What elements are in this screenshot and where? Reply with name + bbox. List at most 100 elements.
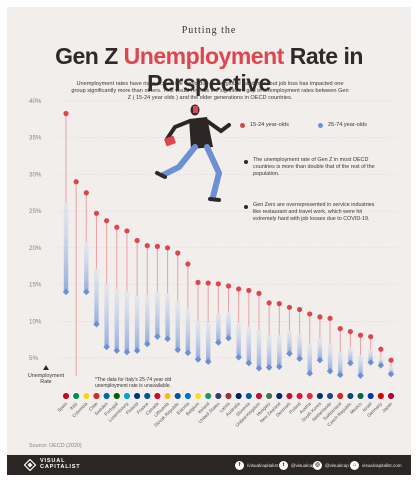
twitter-handle: @visualcap bbox=[291, 462, 315, 468]
bullet-icon bbox=[244, 160, 248, 164]
youth-data-point bbox=[164, 245, 171, 251]
older-data-point bbox=[367, 359, 374, 366]
older-data-point bbox=[215, 339, 222, 346]
website-handle: visualcapitalist.com bbox=[362, 462, 402, 468]
older-data-point bbox=[93, 320, 100, 328]
country-label: Israel bbox=[361, 401, 372, 412]
youth-data-point bbox=[154, 243, 161, 249]
older-stem bbox=[195, 320, 201, 360]
y-tick-label: 10% bbox=[29, 318, 42, 325]
brand-line-1: VISUAL bbox=[40, 458, 66, 464]
youth-data-point bbox=[327, 315, 333, 321]
older-data-point bbox=[62, 288, 70, 296]
older-stem bbox=[236, 323, 241, 358]
older-stem bbox=[84, 242, 89, 292]
older-data-point bbox=[286, 350, 293, 357]
youth-data-point bbox=[256, 290, 262, 296]
older-stem bbox=[317, 338, 323, 361]
older-stem bbox=[155, 291, 160, 337]
dumbbell-chart: 5%10%15%20%25%30%35%40% Spain ItalyColomb… bbox=[29, 98, 397, 428]
youth-data-point bbox=[114, 224, 120, 230]
youth-data-point bbox=[205, 280, 211, 286]
youth-data-point bbox=[276, 301, 282, 307]
y-tick-label: 40% bbox=[29, 98, 42, 105]
older-stem bbox=[307, 343, 312, 374]
older-data-point bbox=[336, 371, 344, 379]
instagram-icon: ◎ bbox=[313, 460, 322, 470]
twitter-icon: t bbox=[279, 460, 288, 470]
brand-line-2: CAPITALIST bbox=[40, 464, 81, 471]
axis-marker-icon bbox=[43, 365, 49, 370]
country-flag-icon bbox=[336, 392, 344, 400]
instagram-handle: @visualcap bbox=[325, 462, 349, 468]
country-flag-icon bbox=[245, 392, 253, 400]
social-website[interactable]: ⌂ visualcapitalist.com bbox=[350, 460, 402, 470]
note-1: The unemployment rate of Gen Z in most O… bbox=[253, 157, 375, 177]
country-flag-icon bbox=[366, 392, 375, 400]
older-data-point bbox=[184, 349, 192, 357]
older-stem bbox=[368, 349, 373, 363]
title-part-2: Rate in Perspective bbox=[147, 43, 363, 96]
country-flag-icon bbox=[102, 392, 111, 400]
older-data-point bbox=[113, 347, 121, 354]
country-flag-icon bbox=[194, 392, 202, 400]
youth-data-point bbox=[388, 357, 394, 363]
older-data-point bbox=[194, 356, 202, 363]
intro-text: Unemployment rates have risen across the… bbox=[71, 81, 349, 102]
older-stem bbox=[216, 313, 221, 343]
older-data-point bbox=[296, 355, 303, 362]
country-label: Japan bbox=[381, 401, 394, 414]
older-data-point bbox=[347, 359, 354, 367]
social-twitter[interactable]: t @visualcap bbox=[279, 460, 315, 470]
youth-data-point bbox=[134, 237, 140, 244]
infographic-poster: Putting the Gen Z Unemployment Rate in P… bbox=[7, 7, 411, 475]
legend-youth-label: 15-24 year-olds bbox=[250, 122, 289, 128]
country-flag-icon bbox=[306, 392, 314, 400]
brand-name: VISUAL CAPITALIST bbox=[40, 458, 81, 471]
country-flag-icon bbox=[377, 392, 385, 400]
older-stem bbox=[104, 283, 109, 347]
footnote: *The data for Italy's 25-74 year old une… bbox=[95, 377, 172, 389]
title-prefix: Putting the bbox=[181, 25, 237, 36]
older-data-point bbox=[225, 334, 232, 342]
source-note: Source: OECD (2020) bbox=[29, 443, 82, 449]
older-stem bbox=[134, 295, 140, 351]
older-stem bbox=[338, 351, 343, 375]
older-stem bbox=[175, 301, 180, 350]
older-data-point bbox=[143, 340, 151, 348]
older-data-point bbox=[357, 372, 364, 379]
y-tick-label: 35% bbox=[29, 135, 42, 142]
older-data-point bbox=[164, 335, 171, 343]
country-flag-icon bbox=[143, 392, 151, 400]
youth-data-point bbox=[296, 306, 303, 313]
older-data-point bbox=[265, 364, 273, 371]
older-data-point bbox=[133, 347, 141, 354]
y-axis-label: Unemployment Rate bbox=[27, 373, 65, 386]
older-data-point bbox=[154, 333, 161, 340]
bullet-icon bbox=[244, 205, 248, 209]
social-facebook[interactable]: f /visualcapitalist bbox=[235, 460, 278, 470]
social-instagram[interactable]: ◎ @visualcap bbox=[313, 460, 349, 470]
country-flag-icon bbox=[92, 392, 101, 400]
youth-data-point bbox=[378, 346, 384, 352]
youth-data-point bbox=[337, 326, 343, 332]
chart-legend: 15-24 year-olds 25-74 year-olds bbox=[240, 122, 390, 136]
older-data-point bbox=[316, 356, 324, 364]
youth-data-point bbox=[317, 314, 323, 320]
y-tick-label: 5% bbox=[29, 355, 38, 362]
country-flag-icon bbox=[255, 392, 263, 400]
country-flag-icon bbox=[387, 392, 395, 400]
youth-data-point bbox=[368, 334, 374, 340]
older-stem bbox=[185, 308, 191, 353]
older-data-point bbox=[326, 367, 334, 375]
older-data-point bbox=[123, 348, 131, 356]
older-stem bbox=[358, 355, 363, 376]
country-flag-icon bbox=[113, 392, 121, 400]
country-flag-icon bbox=[275, 392, 283, 400]
older-data-point bbox=[255, 364, 263, 372]
older-data-point bbox=[276, 363, 283, 371]
legend-older-marker-icon bbox=[318, 122, 323, 128]
footer-bar: VISUAL CAPITALIST f /visualcapitalist t … bbox=[7, 455, 411, 475]
country-flag-icon bbox=[153, 392, 162, 400]
